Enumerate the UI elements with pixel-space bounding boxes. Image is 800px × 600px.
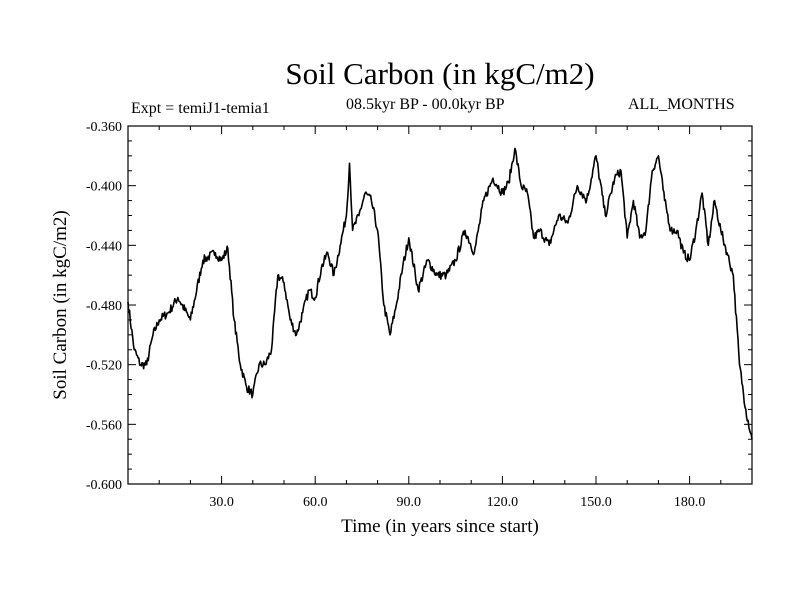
x-tick-label: 60.0	[303, 495, 328, 510]
x-tick-label: 180.0	[674, 495, 706, 510]
y-tick-label: -0.600	[86, 478, 122, 493]
y-tick-label: -0.560	[86, 418, 122, 433]
y-axis-label: Soil Carbon (in kgC/m2)	[50, 210, 71, 399]
x-tick-label: 120.0	[487, 495, 519, 510]
y-tick-label: -0.440	[86, 239, 122, 254]
series-line	[127, 147, 753, 440]
x-tick-label: 90.0	[397, 495, 422, 510]
experiment-label: Expt = temiJ1-temia1	[131, 100, 270, 117]
months-label: ALL_MONTHS	[628, 96, 735, 113]
period-label: 08.5kyr BP - 00.0kyr BP	[346, 96, 505, 113]
y-tick-label: -0.400	[86, 180, 122, 195]
y-axis: -0.360 -0.400 -0.440 -0.480 -0.520 -0.560 -0.6…	[86, 120, 752, 493]
y-tick-label: -0.520	[86, 359, 122, 374]
chart-title: Soil Carbon (in kgC/m2)	[285, 56, 595, 91]
x-axis: 30.0 60.0 90.0 120.0 150.0 180.0	[158, 126, 722, 510]
x-tick-label: 150.0	[580, 495, 612, 510]
y-tick-label: -0.360	[86, 120, 122, 135]
x-tick-label: 30.0	[209, 495, 234, 510]
y-tick-label: -0.480	[86, 299, 122, 314]
plot-frame	[127, 125, 753, 485]
x-axis-label: Time (in years since start)	[341, 516, 539, 537]
